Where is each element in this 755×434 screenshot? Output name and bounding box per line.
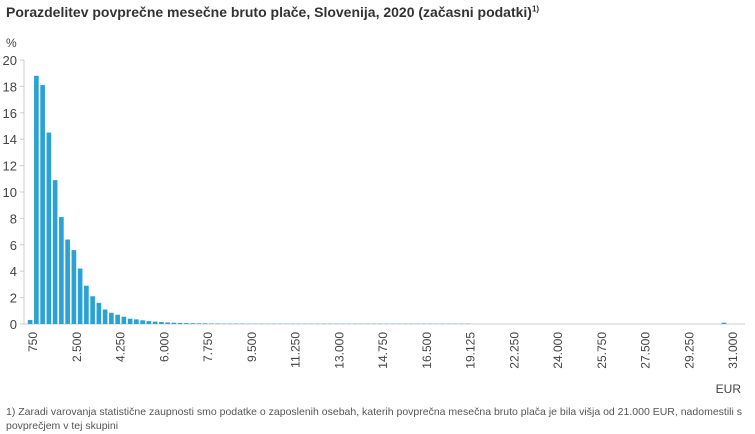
bar (121, 316, 127, 324)
bar (184, 323, 189, 324)
bar (102, 309, 108, 324)
x-tick-label: 27.500 (639, 332, 653, 369)
bar (152, 321, 158, 324)
bar (77, 268, 83, 324)
bar (52, 180, 58, 324)
bar (59, 217, 64, 324)
bar (96, 302, 102, 324)
x-axis-label: EUR (715, 382, 741, 396)
x-tick-label: 16.500 (420, 332, 434, 369)
bar (71, 250, 77, 324)
x-tick-label: 19.125 (464, 332, 478, 369)
bar (140, 320, 145, 324)
bar (190, 323, 195, 324)
x-tick-label: 7.750 (201, 332, 215, 362)
x-tick-label: 14.750 (376, 332, 390, 369)
y-axis-label: % (6, 36, 17, 50)
y-tick-label: 12 (3, 159, 17, 174)
y-tick-label: 10 (3, 185, 17, 200)
bar (146, 321, 152, 324)
bar (202, 323, 208, 324)
bar (171, 322, 177, 324)
y-tick-label: 18 (3, 79, 17, 94)
x-tick-label: 9.500 (245, 332, 259, 362)
x-tick-label: 24.000 (551, 332, 565, 369)
x-tick-label: 31.000 (726, 332, 740, 369)
bar (134, 319, 139, 324)
bar (165, 322, 170, 324)
x-tick-label: 25.750 (595, 332, 609, 369)
x-tick-label: 22.250 (507, 332, 521, 369)
y-tick-label: 16 (3, 106, 17, 121)
bar (159, 322, 164, 324)
x-tick-label: 4.250 (114, 332, 128, 362)
y-tick-label: 14 (3, 132, 17, 147)
x-tick-label: 6.000 (157, 332, 171, 362)
bar (84, 285, 89, 324)
bar (40, 85, 45, 324)
bar (115, 314, 120, 324)
bar (34, 75, 39, 324)
x-tick-label: 11.250 (289, 332, 303, 368)
y-tick-label: 20 (3, 53, 17, 68)
x-tick-label: 750 (26, 332, 40, 352)
bar (46, 132, 52, 324)
y-tick-label: 8 (10, 211, 17, 226)
footnote: 1) Zaradi varovanja statistične zaupnost… (6, 406, 742, 432)
chart-title: Porazdelitev povprečne mesečne bruto pla… (6, 4, 540, 20)
y-tick-label: 4 (10, 264, 17, 279)
bar (65, 239, 70, 324)
y-tick-label: 6 (10, 238, 17, 253)
bar (177, 322, 183, 324)
y-tick-label: 0 (10, 317, 17, 332)
x-tick-label: 2.500 (70, 332, 84, 362)
bar (196, 323, 202, 324)
bar (27, 320, 33, 324)
bar (90, 296, 95, 324)
bar (209, 323, 214, 324)
bar (127, 318, 133, 324)
bar (215, 323, 220, 324)
bar (721, 322, 727, 324)
bar (109, 312, 114, 324)
x-tick-label: 13.000 (332, 332, 346, 369)
y-tick-label: 2 (10, 291, 17, 306)
x-tick-label: 29.250 (682, 332, 696, 369)
